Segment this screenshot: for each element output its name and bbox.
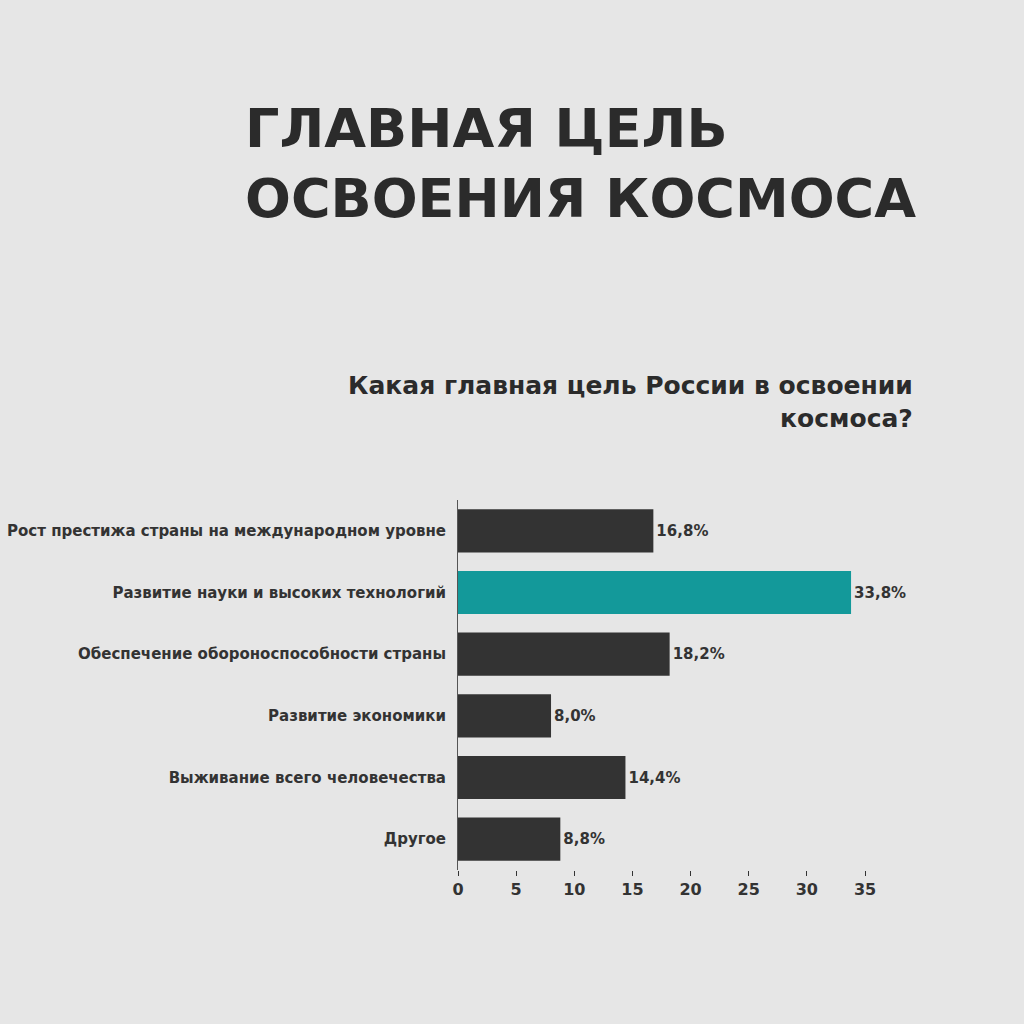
svg-text:30: 30 <box>796 880 818 899</box>
svg-text:18,2%: 18,2% <box>673 645 725 663</box>
svg-text:Какая главная цель России в ос: Какая главная цель России в освоениикосм… <box>348 371 913 433</box>
svg-text:Выживание всего человечества: Выживание всего человечества <box>169 769 446 787</box>
svg-text:0: 0 <box>452 880 463 899</box>
svg-text:Другое: Другое <box>384 830 446 848</box>
svg-text:16,8%: 16,8% <box>656 522 708 540</box>
svg-text:14,4%: 14,4% <box>628 769 680 787</box>
svg-text:Рост престижа страны на междун: Рост престижа страны на международном ур… <box>7 522 446 540</box>
svg-text:25: 25 <box>738 880 760 899</box>
svg-text:Развитие науки и высоких техно: Развитие науки и высоких технологий <box>112 584 446 602</box>
svg-text:35: 35 <box>854 880 876 899</box>
svg-text:8,8%: 8,8% <box>563 830 605 848</box>
svg-text:33,8%: 33,8% <box>854 584 906 602</box>
svg-text:15: 15 <box>621 880 643 899</box>
svg-text:8,0%: 8,0% <box>554 707 596 725</box>
svg-text:10: 10 <box>563 880 585 899</box>
svg-text:5: 5 <box>511 880 522 899</box>
svg-text:Развитие экономики: Развитие экономики <box>268 707 446 725</box>
svg-text:ГЛАВНАЯ ЦЕЛЬОСВОЕНИЯ КОСМОСА: ГЛАВНАЯ ЦЕЛЬОСВОЕНИЯ КОСМОСА <box>245 97 916 230</box>
svg-text:Обеспечение обороноспособности: Обеспечение обороноспособности страны <box>78 645 446 663</box>
svg-text:20: 20 <box>679 880 701 899</box>
